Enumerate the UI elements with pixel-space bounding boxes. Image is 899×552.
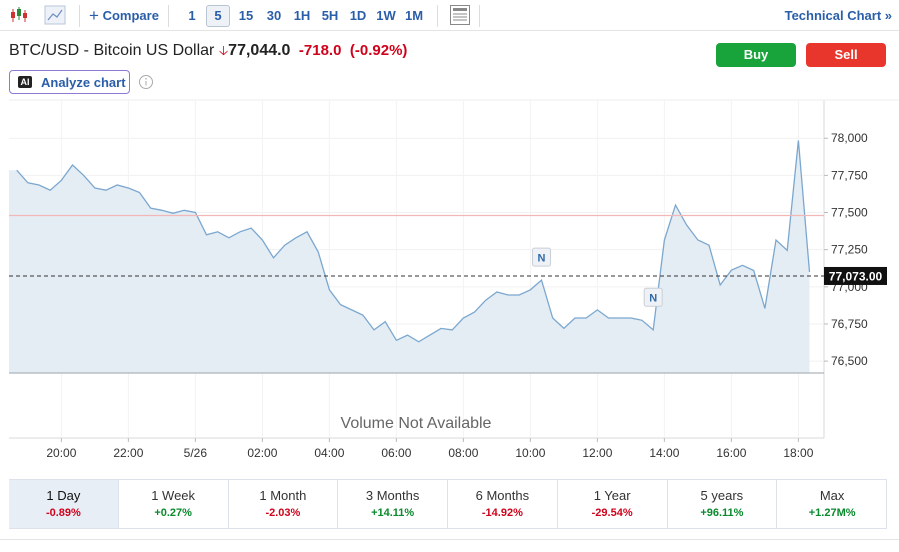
period-label: 1 Day [46, 488, 81, 503]
period-change: -14.92% [481, 507, 523, 519]
interval-button[interactable]: 1 [188, 8, 196, 23]
period-label: Max [819, 488, 845, 503]
interval-button[interactable]: 5H [321, 8, 339, 23]
period-change: +1.27M% [808, 507, 856, 519]
interval-button[interactable]: 1M [404, 8, 424, 23]
period-tab[interactable]: 3 Months +14.11% [338, 480, 448, 528]
interval-button[interactable]: 1H [293, 8, 311, 23]
analyze-label: Analyze chart [41, 75, 126, 90]
period-tab[interactable]: 1 Week +0.27% [119, 480, 229, 528]
period-tab[interactable]: 1 Month -2.03% [229, 480, 339, 528]
last-price-box [824, 266, 887, 285]
x-tick-label: 10:00 [515, 446, 545, 460]
price-line [16, 140, 811, 343]
period-tab[interactable]: 1 Year -29.54% [558, 480, 668, 528]
volume-note: Volume Not Available [341, 415, 492, 432]
period-tab[interactable]: 6 Months -14.92% [448, 480, 558, 528]
period-tab[interactable]: 5 years +96.11% [668, 480, 778, 528]
compare-button[interactable]: + Compare [89, 6, 159, 25]
down-arrow: 🡣 [218, 43, 229, 58]
sell-button[interactable]: Sell [806, 43, 886, 67]
period-label: 1 Week [151, 488, 196, 503]
y-tick-label: 77,750 [831, 168, 868, 182]
chart-type-icons[interactable] [0, 0, 80, 30]
period-label: 6 Months [475, 488, 530, 503]
buy-button[interactable]: Buy [716, 43, 796, 67]
x-tick-label: 20:00 [46, 446, 76, 460]
x-tick-label: 14:00 [649, 446, 679, 460]
x-tick-label: 18:00 [783, 446, 813, 460]
period-change: -2.03% [265, 507, 301, 519]
period-label: 3 Months [365, 488, 420, 503]
period-label: 1 Year [593, 488, 631, 503]
x-tick-label: 04:00 [314, 446, 344, 460]
y-tick-label: 78,000 [831, 131, 868, 145]
instrument-header: BTC/USD - Bitcoin US Dollar 🡣77,044.0 -7… [9, 42, 407, 64]
change-percent: (-0.92%) [349, 42, 408, 59]
interval-button[interactable]: 5 [206, 5, 230, 27]
period-change: +0.27% [154, 507, 192, 519]
news-marker-label: N [649, 293, 657, 305]
x-tick-label: 5/26 [184, 446, 208, 460]
bottom-border [0, 539, 899, 540]
info-icon[interactable] [138, 74, 154, 90]
period-tab[interactable]: Max +1.27M% [777, 480, 887, 528]
period-change: +96.11% [700, 507, 744, 519]
technical-chart-link[interactable]: Technical Chart » [784, 8, 892, 23]
interval-button[interactable]: 1W [376, 8, 396, 23]
indicators-icon[interactable] [449, 4, 471, 26]
y-tick-label: 76,750 [831, 317, 868, 331]
ai-badge: AI [18, 76, 32, 88]
analyze-chart-button[interactable]: AI Analyze chart [9, 70, 130, 94]
period-change: -0.89% [45, 507, 81, 519]
interval-button[interactable]: 1D [349, 8, 367, 23]
x-tick-label: 22:00 [113, 446, 143, 460]
last-price-label: 77,073.00 [829, 269, 883, 283]
x-tick-label: 06:00 [381, 446, 411, 460]
compare-label: Compare [102, 8, 159, 23]
area-fill [9, 140, 810, 373]
price: 77,044.0 [228, 42, 291, 59]
x-tick-label: 16:00 [716, 446, 746, 460]
instrument-title: BTC/USD - Bitcoin US Dollar [9, 42, 215, 59]
x-tick-label: 02:00 [247, 446, 277, 460]
period-tab[interactable]: 1 Day -0.89% [9, 480, 119, 528]
period-change: +14.11% [371, 507, 415, 519]
x-tick-label: 12:00 [582, 446, 612, 460]
interval-button[interactable]: 30 [266, 8, 282, 23]
period-label: 5 years [700, 488, 744, 503]
change: -718.0 [298, 42, 342, 59]
period-label: 1 Month [259, 488, 307, 503]
y-tick-label: 76,500 [831, 354, 868, 368]
news-marker [532, 247, 552, 267]
news-marker-label: N [538, 253, 546, 265]
y-tick-label: 77,250 [831, 243, 868, 257]
x-tick-label: 08:00 [448, 446, 478, 460]
toolbar: + Compare 1 5 15 30 1H 5H 1D 1W 1M Technical Cha… [0, 0, 899, 31]
period-change: -29.54% [591, 507, 633, 519]
news-marker [643, 287, 663, 307]
y-tick-label: 77,500 [831, 206, 868, 220]
interval-button[interactable]: 15 [238, 8, 254, 23]
